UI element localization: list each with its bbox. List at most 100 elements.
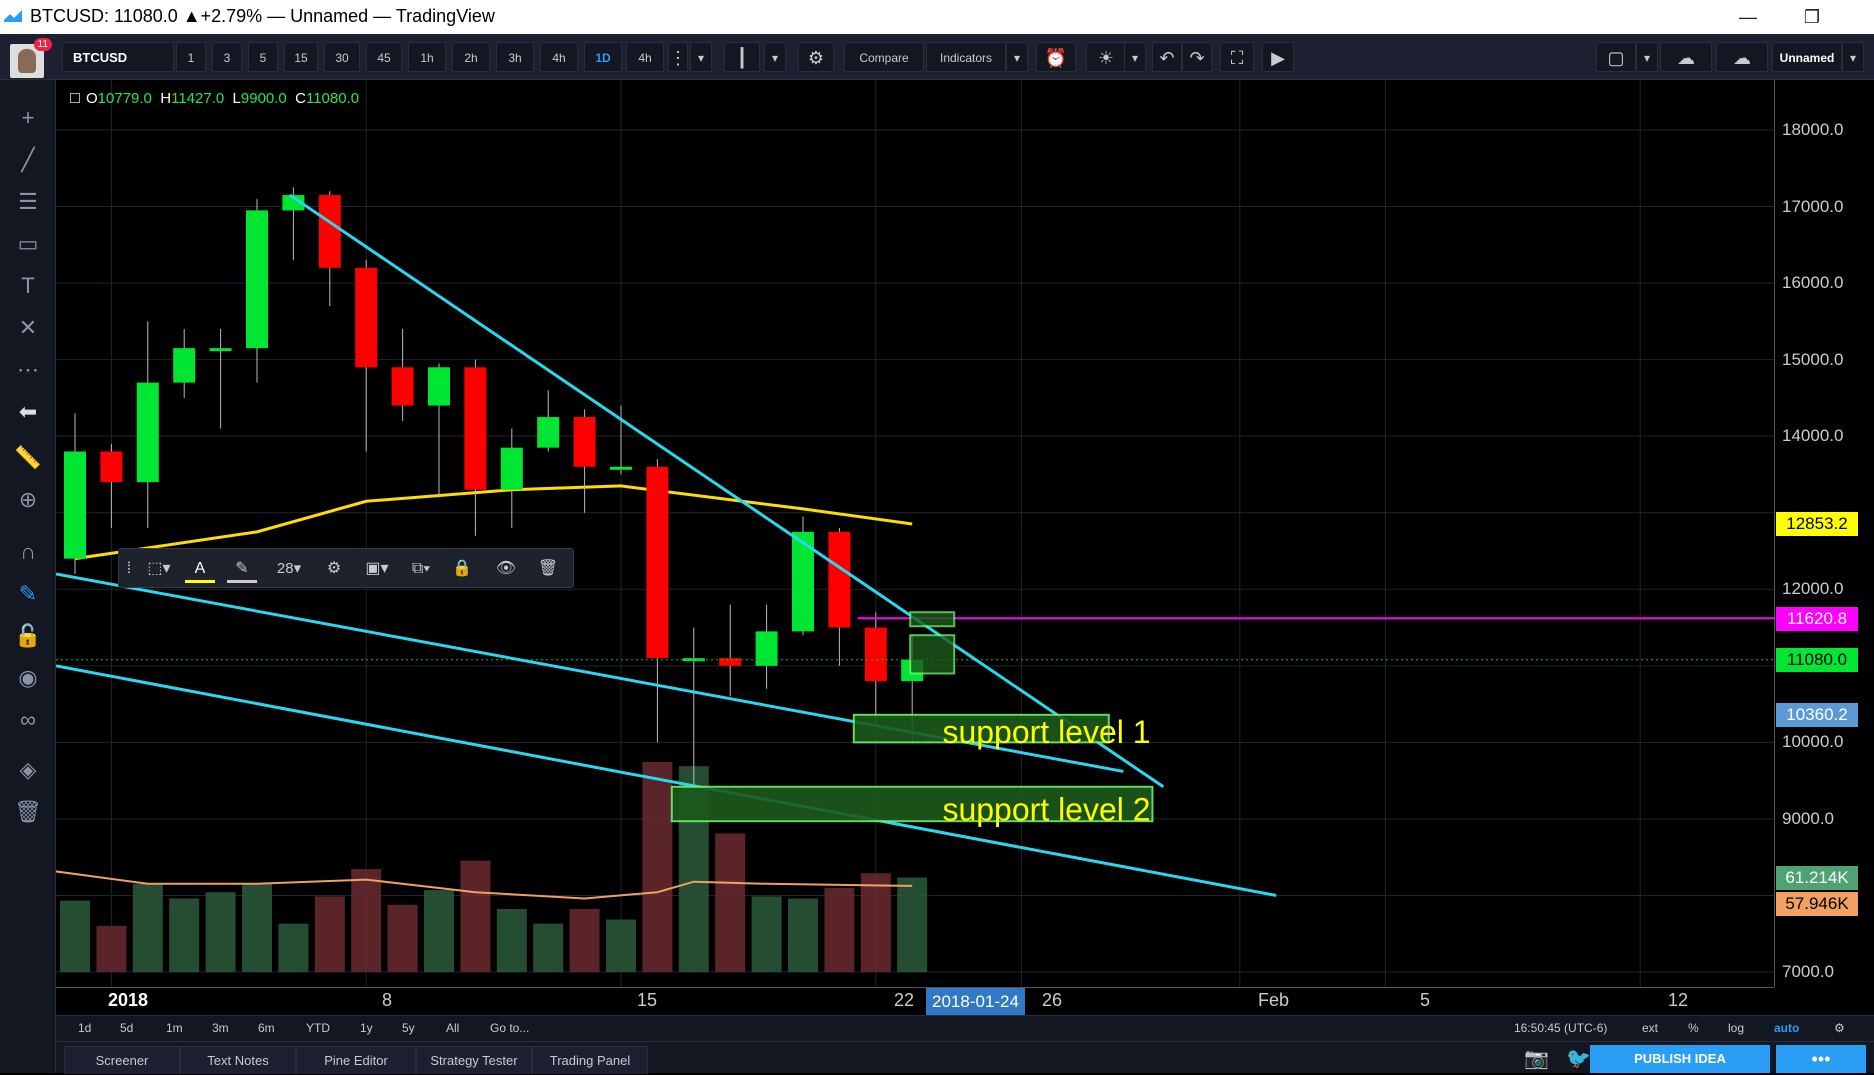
symbol-search[interactable]: BTCUSD	[62, 42, 174, 72]
trash-icon[interactable]: 🗑	[14, 799, 42, 824]
play-icon[interactable]: ▶	[1262, 42, 1294, 72]
range-ytd[interactable]: YTD	[306, 1021, 330, 1035]
fib-lines-icon[interactable]: ☰	[18, 189, 38, 214]
interval-3[interactable]: 3	[212, 42, 242, 72]
replay-dropdown-icon[interactable]: ▾	[1124, 42, 1146, 72]
interval-1h[interactable]: 1h	[408, 42, 446, 72]
publish-idea-button[interactable]: PUBLISH IDEA	[1590, 1045, 1770, 1073]
interval-5[interactable]: 5	[248, 42, 278, 72]
visual-order-icon[interactable]: ▣▾	[365, 560, 389, 577]
alert-clock-icon[interactable]: ⏰	[1036, 42, 1076, 72]
more-intervals-icon[interactable]: ⋮	[668, 42, 688, 72]
cloud-save-icon[interactable]: ☁	[1716, 42, 1768, 72]
range-5y[interactable]: 5y	[402, 1021, 415, 1035]
link-icon[interactable]: ∞	[20, 707, 36, 732]
pattern-icon[interactable]: ✕	[18, 315, 38, 340]
chart-type-icon[interactable]: ┃	[724, 42, 760, 72]
range-all[interactable]: All	[446, 1021, 460, 1035]
chart-type-dropdown-icon[interactable]: ▾	[764, 42, 786, 72]
interval-3h[interactable]: 3h	[496, 42, 534, 72]
lock-icon[interactable]: 🔓	[14, 623, 42, 648]
legend-toggle-icon[interactable]	[70, 93, 80, 103]
tab-screener[interactable]: Screener	[64, 1046, 180, 1074]
tab-trading-panel[interactable]: Trading Panel	[532, 1046, 648, 1074]
rectangle-icon[interactable]: ▭	[17, 231, 39, 256]
layout-name[interactable]: Unnamed	[1772, 42, 1842, 72]
layout-name-dropdown-icon[interactable]: ▾	[1842, 42, 1864, 72]
tab-text-notes[interactable]: Text Notes	[180, 1046, 296, 1074]
font-size-select[interactable]: 28▾	[276, 560, 302, 577]
trend-line-icon[interactable]: ╱	[21, 147, 35, 172]
range-1y[interactable]: 1y	[360, 1021, 373, 1035]
magnet-icon[interactable]: ∩	[20, 539, 36, 564]
tab-strategy-tester[interactable]: Strategy Tester	[416, 1046, 532, 1074]
minimize-button[interactable]: —	[1739, 7, 1757, 27]
ruler-icon[interactable]: 📏	[14, 445, 42, 470]
layout-dropdown-icon[interactable]: ▾	[1636, 42, 1658, 72]
range-1d[interactable]: 1d	[78, 1021, 92, 1035]
settings-gear-icon[interactable]: ⚙	[798, 42, 834, 72]
layers-icon[interactable]: ◈	[19, 757, 37, 782]
trend-line-1	[288, 193, 1165, 789]
bottom-panel-tabs: Screener Text Notes Pine Editor Strategy…	[56, 1041, 1874, 1074]
interval-dropdown-icon[interactable]: ▾	[690, 42, 712, 72]
back-arrow-icon[interactable]: ⬅	[18, 399, 38, 424]
replay-bulb-icon[interactable]: ☀	[1086, 42, 1126, 72]
axis-settings-icon[interactable]: ⚙	[1834, 1021, 1845, 1035]
camera-icon[interactable]: 📷	[1524, 1048, 1549, 1070]
compare-button[interactable]: Compare	[844, 42, 924, 72]
time-axis[interactable]: 2018 8 15 22 2018-01-24 26 Feb 5 12	[56, 987, 1774, 1016]
zoom-in-icon[interactable]: ⊕	[18, 487, 38, 512]
interval-2h[interactable]: 2h	[452, 42, 490, 72]
interval-1d[interactable]: 1D	[584, 42, 622, 72]
auto-toggle[interactable]: auto	[1774, 1021, 1800, 1035]
avatar[interactable]: 11	[10, 38, 52, 78]
legend-close: 11080.0	[305, 90, 360, 107]
prediction-icon[interactable]: ⋯	[17, 357, 39, 382]
indicators-dropdown-icon[interactable]: ▾	[1006, 42, 1028, 72]
restore-button[interactable]: ❐	[1803, 7, 1821, 27]
chart-pane[interactable]: support level 1 support level 2	[56, 80, 1774, 987]
range-3m[interactable]: 3m	[212, 1021, 229, 1035]
range-6m[interactable]: 6m	[258, 1021, 275, 1035]
interval-1[interactable]: 1	[176, 42, 206, 72]
candle-body	[500, 447, 523, 490]
price-label-16000: 16000.0	[1782, 273, 1844, 292]
chart-canvas[interactable]: support level 1 support level 2	[56, 80, 1774, 987]
time-label-22: 22	[894, 990, 915, 1010]
text-color-icon[interactable]: A	[185, 555, 215, 583]
lock-drawing-icon[interactable]: 🔒	[452, 560, 472, 577]
redo-icon[interactable]: ↷	[1182, 42, 1212, 72]
layout-square-icon[interactable]: ▢	[1596, 42, 1636, 72]
clone-icon[interactable]: ⧉▾	[411, 560, 431, 577]
stay-in-drawing-mode-icon[interactable]: ✎	[18, 581, 38, 606]
log-toggle[interactable]: log	[1728, 1021, 1745, 1035]
tab-pine-editor[interactable]: Pine Editor	[296, 1046, 416, 1074]
interval-4h-fav[interactable]: 4h	[626, 42, 664, 72]
pencil-color-icon[interactable]: ✎	[227, 555, 257, 583]
cloud-load-icon[interactable]: ☁	[1660, 42, 1712, 72]
range-5d[interactable]: 5d	[120, 1021, 134, 1035]
more-options-icon[interactable]: •••	[1776, 1045, 1866, 1073]
eye-icon[interactable]: ◉	[18, 665, 38, 690]
undo-icon[interactable]: ↶	[1152, 42, 1182, 72]
goto-date[interactable]: Go to...	[490, 1021, 530, 1035]
interval-45[interactable]: 45	[366, 42, 402, 72]
drag-handle-icon[interactable]: ⁞	[126, 560, 132, 577]
percent-toggle[interactable]: %	[1688, 1021, 1699, 1035]
interval-15[interactable]: 15	[284, 42, 318, 72]
interval-4h[interactable]: 4h	[540, 42, 578, 72]
template-icon[interactable]: ⬚▾	[147, 560, 171, 577]
fullscreen-icon[interactable]: ⛶	[1220, 42, 1254, 72]
hide-drawing-icon[interactable]: 👁	[495, 560, 517, 577]
delete-drawing-icon[interactable]: 🗑	[537, 560, 559, 577]
crosshair-icon[interactable]: +	[21, 105, 35, 130]
indicators-button[interactable]: Indicators	[926, 42, 1006, 72]
range-1m[interactable]: 1m	[166, 1021, 183, 1035]
twitter-icon[interactable]: 🐦	[1566, 1048, 1591, 1070]
drawing-settings-icon[interactable]: ⚙	[326, 560, 342, 577]
text-icon[interactable]: T	[21, 273, 35, 298]
ext-toggle[interactable]: ext	[1642, 1021, 1659, 1035]
time-label-feb: Feb	[1258, 990, 1290, 1010]
interval-30[interactable]: 30	[324, 42, 360, 72]
